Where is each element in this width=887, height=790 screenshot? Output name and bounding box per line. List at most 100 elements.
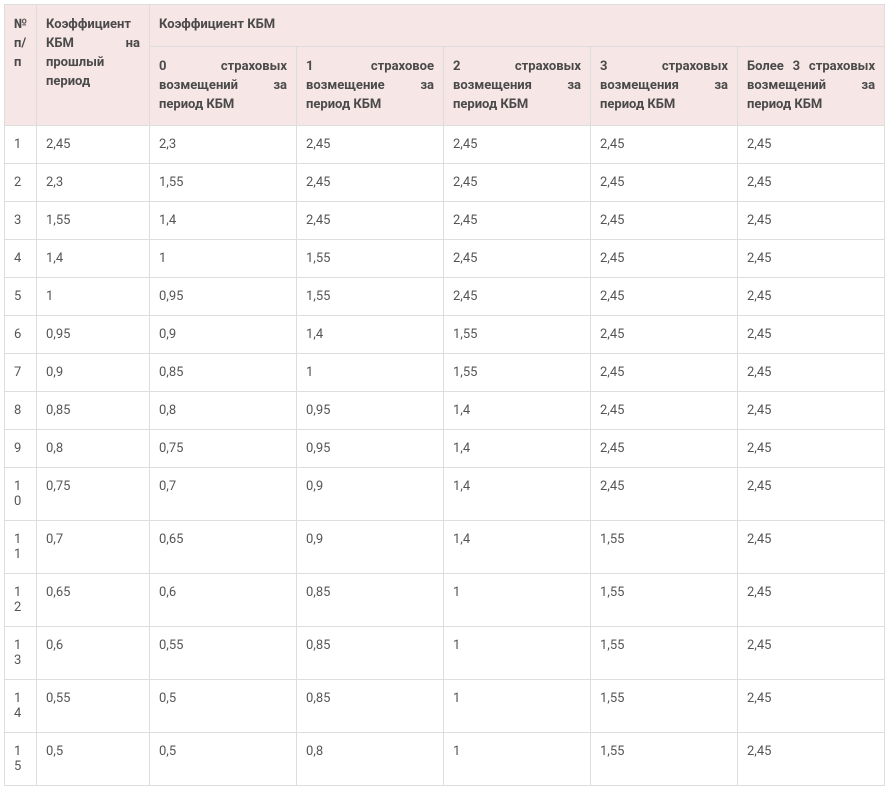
cell-num: 15 xyxy=(5,733,37,786)
cell-c0: 0,85 xyxy=(150,354,297,392)
cell-prev: 1,55 xyxy=(37,202,150,240)
cell-c0: 1,55 xyxy=(150,164,297,202)
col-header-c1: 1 страховое возмещение за период КБМ xyxy=(297,46,444,126)
cell-c4: 2,45 xyxy=(738,240,885,278)
cell-c3: 2,45 xyxy=(591,278,738,316)
cell-c4: 2,45 xyxy=(738,278,885,316)
cell-c1: 0,8 xyxy=(297,733,444,786)
cell-c2: 1,4 xyxy=(444,521,591,574)
cell-c4: 2,45 xyxy=(738,354,885,392)
cell-num: 1 xyxy=(5,126,37,164)
cell-prev: 0,55 xyxy=(37,680,150,733)
col-header-c2: 2 страховых возмещения за период КБМ xyxy=(444,46,591,126)
cell-c3: 1,55 xyxy=(591,733,738,786)
col-header-group: Коэффициент КБМ xyxy=(150,5,885,47)
cell-c2: 2,45 xyxy=(444,240,591,278)
cell-prev: 0,7 xyxy=(37,521,150,574)
cell-c4: 2,45 xyxy=(738,627,885,680)
cell-num: 8 xyxy=(5,392,37,430)
cell-c1: 0,85 xyxy=(297,574,444,627)
cell-prev: 0,65 xyxy=(37,574,150,627)
table-row: 110,70,650,91,41,552,45 xyxy=(5,521,885,574)
cell-c0: 0,8 xyxy=(150,392,297,430)
kbm-table: № п/п Коэффициент КБМ на прошлый период … xyxy=(4,4,885,786)
cell-c4: 2,45 xyxy=(738,126,885,164)
cell-c2: 2,45 xyxy=(444,278,591,316)
table-row: 12,452,32,452,452,452,45 xyxy=(5,126,885,164)
cell-prev: 2,3 xyxy=(37,164,150,202)
col-header-c4: Более 3 страховых возмещений за период К… xyxy=(738,46,885,126)
cell-c0: 0,55 xyxy=(150,627,297,680)
table-body: 12,452,32,452,452,452,4522,31,552,452,45… xyxy=(5,126,885,786)
table-row: 130,60,550,8511,552,45 xyxy=(5,627,885,680)
table-header: № п/п Коэффициент КБМ на прошлый период … xyxy=(5,5,885,126)
cell-c0: 0,65 xyxy=(150,521,297,574)
cell-c1: 0,95 xyxy=(297,392,444,430)
table-row: 31,551,42,452,452,452,45 xyxy=(5,202,885,240)
cell-c3: 2,45 xyxy=(591,316,738,354)
cell-c3: 1,55 xyxy=(591,574,738,627)
cell-c3: 1,55 xyxy=(591,627,738,680)
cell-c2: 1,4 xyxy=(444,430,591,468)
cell-c0: 0,95 xyxy=(150,278,297,316)
cell-c2: 1,55 xyxy=(444,316,591,354)
cell-c0: 1 xyxy=(150,240,297,278)
table-row: 60,950,91,41,552,452,45 xyxy=(5,316,885,354)
cell-c3: 2,45 xyxy=(591,392,738,430)
table-row: 80,850,80,951,42,452,45 xyxy=(5,392,885,430)
cell-c2: 1 xyxy=(444,574,591,627)
cell-c2: 1,55 xyxy=(444,354,591,392)
cell-c1: 0,85 xyxy=(297,680,444,733)
cell-c1: 1,55 xyxy=(297,240,444,278)
cell-c4: 2,45 xyxy=(738,430,885,468)
cell-c3: 1,55 xyxy=(591,680,738,733)
cell-c3: 2,45 xyxy=(591,202,738,240)
cell-c0: 2,3 xyxy=(150,126,297,164)
cell-num: 6 xyxy=(5,316,37,354)
cell-c1: 0,95 xyxy=(297,430,444,468)
cell-c3: 2,45 xyxy=(591,354,738,392)
cell-c3: 2,45 xyxy=(591,126,738,164)
cell-num: 14 xyxy=(5,680,37,733)
cell-c4: 2,45 xyxy=(738,574,885,627)
cell-c0: 0,5 xyxy=(150,733,297,786)
cell-c0: 0,6 xyxy=(150,574,297,627)
cell-num: 5 xyxy=(5,278,37,316)
col-header-c0: 0 страховых возмещений за период КБМ xyxy=(150,46,297,126)
table-row: 22,31,552,452,452,452,45 xyxy=(5,164,885,202)
cell-prev: 0,5 xyxy=(37,733,150,786)
cell-c3: 2,45 xyxy=(591,240,738,278)
cell-prev: 0,85 xyxy=(37,392,150,430)
cell-c1: 2,45 xyxy=(297,126,444,164)
cell-c4: 2,45 xyxy=(738,392,885,430)
cell-c1: 0,85 xyxy=(297,627,444,680)
cell-num: 11 xyxy=(5,521,37,574)
cell-c3: 1,55 xyxy=(591,521,738,574)
cell-c1: 1,4 xyxy=(297,316,444,354)
cell-prev: 1,4 xyxy=(37,240,150,278)
table-row: 150,50,50,811,552,45 xyxy=(5,733,885,786)
cell-c2: 2,45 xyxy=(444,126,591,164)
table-row: 90,80,750,951,42,452,45 xyxy=(5,430,885,468)
cell-c1: 0,9 xyxy=(297,468,444,521)
table-row: 41,411,552,452,452,45 xyxy=(5,240,885,278)
table-row: 120,650,60,8511,552,45 xyxy=(5,574,885,627)
cell-c2: 1,4 xyxy=(444,468,591,521)
cell-c0: 0,75 xyxy=(150,430,297,468)
cell-num: 4 xyxy=(5,240,37,278)
table-row: 70,90,8511,552,452,45 xyxy=(5,354,885,392)
cell-c2: 1,4 xyxy=(444,392,591,430)
cell-c2: 1 xyxy=(444,627,591,680)
table-row: 100,750,70,91,42,452,45 xyxy=(5,468,885,521)
cell-prev: 0,95 xyxy=(37,316,150,354)
cell-num: 2 xyxy=(5,164,37,202)
cell-c1: 0,9 xyxy=(297,521,444,574)
cell-c4: 2,45 xyxy=(738,521,885,574)
cell-c0: 0,9 xyxy=(150,316,297,354)
cell-c4: 2,45 xyxy=(738,733,885,786)
cell-c2: 1 xyxy=(444,733,591,786)
cell-c4: 2,45 xyxy=(738,680,885,733)
cell-num: 12 xyxy=(5,574,37,627)
cell-c3: 2,45 xyxy=(591,430,738,468)
cell-c1: 1 xyxy=(297,354,444,392)
